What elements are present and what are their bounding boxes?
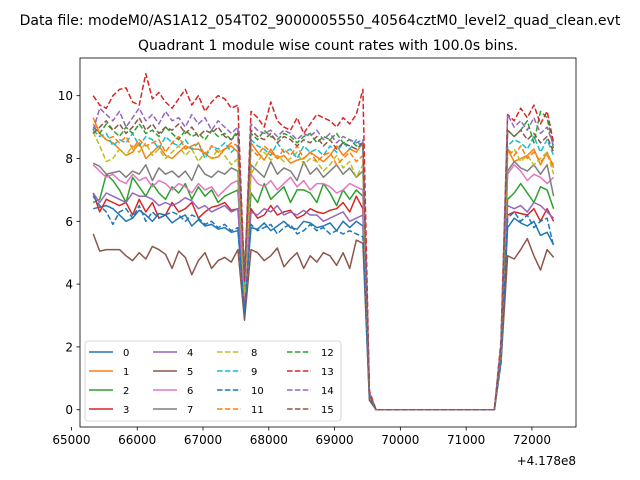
y-tick-label: 6: [65, 215, 73, 229]
legend-label-9: 9: [251, 367, 257, 378]
y-tick-label: 10: [58, 89, 73, 103]
figure-suptitle: Data file: modeM0/AS1A12_054T02_90000055…: [20, 13, 621, 29]
x-tick-label: 69000: [315, 433, 353, 447]
x-tick-label: 65000: [52, 433, 90, 447]
legend-label-3: 3: [123, 405, 129, 416]
series-line-15: [92, 116, 555, 411]
legend-label-4: 4: [187, 348, 193, 359]
legend-label-2: 2: [123, 386, 129, 397]
legend-label-10: 10: [251, 386, 264, 397]
y-axis-ticks: 0 2 4 6 8 10: [58, 89, 80, 417]
legend-label-1: 1: [123, 367, 129, 378]
legend-label-0: 0: [123, 348, 129, 359]
legend-label-6: 6: [187, 386, 193, 397]
legend-box: [84, 340, 342, 422]
legend-label-14: 14: [321, 386, 334, 397]
y-tick-label: 0: [65, 403, 73, 417]
legend-label-11: 11: [251, 405, 264, 416]
plot-frame: [79, 57, 577, 428]
legend-label-7: 7: [187, 405, 193, 416]
legend-label-13: 13: [321, 367, 334, 378]
x-axis-offset-label: +4.178e8: [517, 454, 576, 468]
x-tick-label: 67000: [184, 433, 222, 447]
x-tick-label: 70000: [381, 433, 419, 447]
y-tick-label: 4: [65, 278, 73, 292]
legend-label-8: 8: [251, 348, 257, 359]
x-tick-label: 71000: [447, 433, 485, 447]
legend-label-15: 15: [321, 405, 334, 416]
x-tick-label: 66000: [118, 433, 156, 447]
x-tick-label: 68000: [250, 433, 288, 447]
x-axis-ticks: 65000 66000 67000 68000 69000 70000 71000 72000: [52, 427, 551, 447]
legend-label-5: 5: [187, 367, 193, 378]
x-tick-label: 72000: [513, 433, 551, 447]
series-lines: [92, 72, 555, 411]
y-tick-label: 2: [65, 340, 73, 354]
chart-title: Quadrant 1 module wise count rates with …: [138, 38, 518, 54]
y-tick-label: 8: [65, 152, 73, 166]
legend-label-12: 12: [321, 348, 334, 359]
